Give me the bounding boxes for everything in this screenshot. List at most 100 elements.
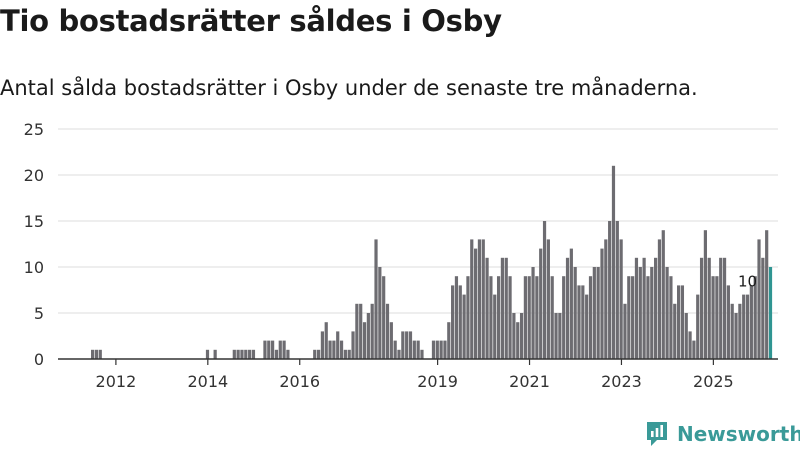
bar [435,340,439,359]
y-tick-label: 15 [24,212,44,231]
bar [542,221,547,359]
bar [443,340,447,359]
bar [458,285,462,359]
bar [669,276,673,359]
bar [470,239,474,359]
bar [707,257,711,359]
bar [454,276,459,359]
bar [336,331,340,359]
bar [516,322,520,359]
bar [688,331,692,359]
bar [519,313,524,359]
bar [343,349,347,359]
bar [680,285,685,359]
bar [745,294,750,359]
y-tick-label: 0 [34,350,44,369]
bar [213,349,217,359]
bar [347,349,351,359]
bar [523,276,527,359]
bar [738,303,742,359]
bar [251,349,256,359]
bar [684,313,688,359]
bar [405,331,409,359]
bar [676,285,681,359]
bar [493,294,497,359]
bar [611,165,616,359]
bar [351,331,355,359]
bar [562,276,566,359]
bar [332,340,336,359]
bar [462,294,466,359]
bar-latest [768,267,773,359]
bar [447,322,451,359]
bar [244,349,248,359]
bar [730,303,734,359]
bar [761,257,765,359]
bar [485,257,489,359]
bar [699,257,704,359]
bar [240,349,244,359]
bar [631,276,635,359]
bar [248,349,252,359]
bar [527,276,531,359]
bar [596,267,600,359]
bar [496,276,501,359]
bar [715,276,719,359]
bar [282,340,286,359]
bar [565,257,570,359]
bar [581,285,585,359]
bar [650,267,654,359]
bar [550,276,554,359]
bar [600,248,604,359]
bar [98,349,102,359]
x-tick-label: 2019 [417,372,458,391]
bar [324,322,328,359]
bar [512,313,516,359]
brand: Newsworthy [645,419,800,449]
bar [370,303,374,359]
bar [489,276,493,359]
bar [753,276,757,359]
y-tick-label: 20 [24,166,44,185]
bar [558,313,562,359]
x-tick-label: 2021 [509,372,550,391]
bar [313,349,317,359]
bar [466,276,470,359]
bar [546,239,550,359]
bar [359,303,363,359]
bar [692,340,696,359]
bar [408,331,413,359]
bar [696,294,700,359]
bar [320,331,324,359]
chart-title: Tio bostadsrätter såldes i Osby [0,4,502,38]
bar [623,303,627,359]
bar [531,267,535,359]
bar [765,230,769,359]
bar [431,340,436,359]
bar [393,340,397,359]
bar [94,349,99,359]
bar [382,276,386,359]
bar [420,349,424,359]
bar [267,340,271,359]
x-tick-label: 2025 [693,372,734,391]
bar [316,349,321,359]
bar [397,349,401,359]
bar [642,257,646,359]
bar [673,303,677,359]
bar [577,285,581,359]
bar [535,276,539,359]
bar [757,239,761,359]
bar [232,349,236,359]
bar [539,248,543,359]
bar [401,331,405,359]
data-label: 10 [738,273,757,291]
bar [569,248,573,359]
bar [271,340,275,359]
bar [654,257,658,359]
bar [263,340,267,359]
bar [474,248,478,359]
bar [588,276,593,359]
bar [504,257,508,359]
bar [274,349,279,359]
